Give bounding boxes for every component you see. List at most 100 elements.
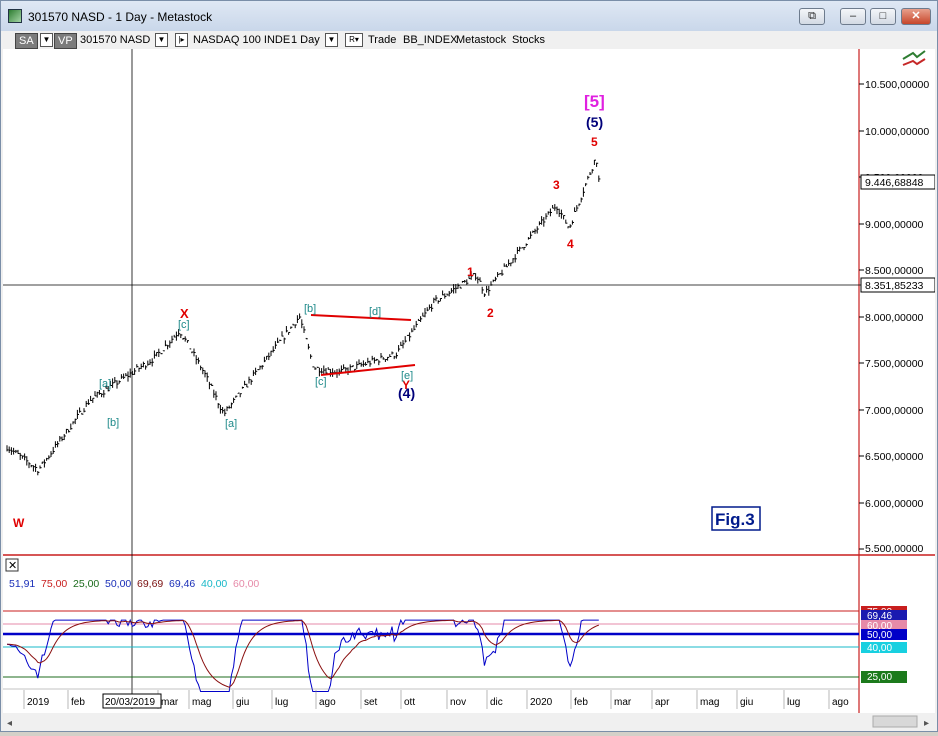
fig-label: Fig.3 bbox=[715, 510, 755, 529]
svg-text:feb: feb bbox=[71, 697, 85, 708]
price-panel bbox=[3, 49, 859, 555]
wave-d2-label: [d] bbox=[369, 306, 381, 318]
svg-text:giu: giu bbox=[740, 697, 753, 708]
indicator-value: 50,00 bbox=[105, 578, 131, 590]
indicator-value: 69,46 bbox=[169, 578, 195, 590]
r-label: R bbox=[349, 35, 355, 44]
horizontal-scrollbar[interactable] bbox=[3, 713, 935, 731]
svg-text:6.500,00000: 6.500,00000 bbox=[865, 451, 924, 463]
svg-text:8.000,00000: 8.000,00000 bbox=[865, 312, 924, 324]
close-button[interactable]: ✕ bbox=[901, 8, 931, 25]
wave-b2-label: [b] bbox=[304, 303, 316, 315]
wave-e2-label: [e] bbox=[401, 370, 413, 382]
price-tick: 6.500,00000 bbox=[859, 451, 924, 463]
mode-label: Trade bbox=[368, 33, 396, 47]
r-dropdown[interactable]: R▾ bbox=[345, 33, 363, 47]
wave-3-label: 3 bbox=[553, 178, 560, 192]
window-title: 301570 NASD - 1 Day - Metastock bbox=[28, 10, 212, 24]
indicator-fast-line bbox=[7, 620, 599, 691]
price-tick: 10.500,00000 bbox=[859, 79, 929, 91]
svg-text:lug: lug bbox=[787, 697, 800, 708]
svg-text:5.500,00000: 5.500,00000 bbox=[865, 543, 924, 555]
time-axis-label: feb bbox=[68, 690, 85, 709]
wave-a2-label: [a] bbox=[225, 418, 237, 430]
indicator-close-icon[interactable]: ✕ bbox=[8, 560, 17, 572]
vendor-label: Metastock bbox=[456, 33, 506, 47]
indicator-value: 25,00 bbox=[73, 578, 99, 590]
restore-button[interactable]: ⧉ bbox=[799, 8, 825, 25]
svg-text:2020: 2020 bbox=[530, 697, 553, 708]
sa-dropdown-icon[interactable]: ▼ bbox=[40, 33, 53, 47]
bar-type-icon[interactable]: |▸ bbox=[175, 33, 188, 47]
price-tick: 10.000,00000 bbox=[859, 126, 929, 138]
price-bar bbox=[258, 369, 260, 370]
indicator-value: 51,91 bbox=[9, 578, 35, 590]
time-axis-label: giu bbox=[737, 690, 753, 709]
time-axis-label: 2020 bbox=[527, 690, 553, 709]
title-bar: 301570 NASD - 1 Day - Metastock ⧉ – □ ✕ bbox=[1, 1, 937, 31]
time-axis-label: ott bbox=[401, 690, 415, 709]
time-axis-label: ago bbox=[316, 690, 336, 709]
price-tick: 9.000,00000 bbox=[859, 219, 924, 231]
price-chart-svg[interactable]: 10.500,00000 10.000,00000 9.500,00000 9.… bbox=[3, 49, 935, 731]
chart-toolbar: SA ▼ VP 301570 NASD ▼ |▸ NASDAQ 100 INDE… bbox=[3, 31, 935, 49]
chart-area[interactable]: 10.500,00000 10.000,00000 9.500,00000 9.… bbox=[3, 49, 935, 731]
index-name-label: NASDAQ 100 INDE bbox=[193, 33, 290, 47]
ind-axis-50: 50,00 bbox=[867, 630, 892, 641]
svg-text:ott: ott bbox=[404, 697, 415, 708]
svg-text:2019: 2019 bbox=[27, 697, 50, 708]
svg-text:mar: mar bbox=[614, 697, 632, 708]
svg-text:set: set bbox=[364, 697, 378, 708]
ind-axis-40: 40,00 bbox=[867, 643, 892, 654]
wave-b1-label: [b] bbox=[107, 417, 119, 429]
wave-2-label: 2 bbox=[487, 306, 494, 320]
period-dropdown-icon[interactable]: ▼ bbox=[325, 33, 338, 47]
indicator-value: 75,00 bbox=[41, 578, 67, 590]
wave-w-label: W bbox=[13, 516, 25, 530]
svg-text:mar: mar bbox=[161, 697, 179, 708]
wave-c2-label: [c] bbox=[315, 376, 327, 388]
scroll-left-icon[interactable]: ◂ bbox=[7, 718, 12, 729]
time-axis-label: giu bbox=[233, 690, 249, 709]
ind-axis-25: 25,00 bbox=[867, 672, 892, 683]
trade-arrows-icon[interactable] bbox=[903, 51, 925, 65]
sa-button[interactable]: SA bbox=[15, 33, 38, 49]
svg-text:mag: mag bbox=[700, 697, 719, 708]
minimize-button[interactable]: – bbox=[840, 8, 866, 25]
time-axis-label: apr bbox=[652, 690, 670, 709]
price-tick: 7.000,00000 bbox=[859, 405, 924, 417]
svg-text:ago: ago bbox=[319, 697, 336, 708]
exchange-label: BB_INDEX bbox=[403, 33, 457, 47]
wave-c1-label: [c] bbox=[178, 319, 190, 331]
time-axis-label: nov bbox=[447, 690, 466, 709]
time-axis-label: mag bbox=[189, 690, 211, 709]
indicator-value: 60,00 bbox=[233, 578, 259, 590]
last-value-label: 9.446,68848 bbox=[865, 177, 924, 189]
svg-text:10.000,00000: 10.000,00000 bbox=[865, 126, 929, 138]
scroll-right-icon[interactable]: ▸ bbox=[924, 718, 929, 729]
time-axis-label: dic bbox=[487, 690, 503, 709]
price-tick: 6.000,00000 bbox=[859, 498, 924, 510]
wave-a1-label: [a] bbox=[99, 378, 111, 390]
price-bar bbox=[407, 335, 409, 336]
svg-text:10.500,00000: 10.500,00000 bbox=[865, 79, 929, 91]
svg-text:feb: feb bbox=[574, 697, 588, 708]
svg-text:7.500,00000: 7.500,00000 bbox=[865, 358, 924, 370]
period-label: 1 Day bbox=[291, 33, 320, 47]
time-axis-label: lug bbox=[272, 690, 288, 709]
time-axis-label: mag bbox=[697, 690, 719, 709]
wave-5-box-label: [5] bbox=[584, 92, 605, 111]
svg-text:8.500,00000: 8.500,00000 bbox=[865, 265, 924, 277]
maximize-button[interactable]: □ bbox=[870, 8, 896, 25]
metastock-app-icon bbox=[8, 9, 22, 23]
svg-text:lug: lug bbox=[275, 697, 288, 708]
security-dropdown-icon[interactable]: ▼ bbox=[155, 33, 168, 47]
scrollbar-thumb[interactable] bbox=[873, 716, 917, 727]
svg-text:giu: giu bbox=[236, 697, 249, 708]
vp-button[interactable]: VP bbox=[54, 33, 77, 49]
time-axis-label: ago bbox=[829, 690, 849, 709]
svg-text:apr: apr bbox=[655, 697, 670, 708]
indicator-value: 40,00 bbox=[201, 578, 227, 590]
